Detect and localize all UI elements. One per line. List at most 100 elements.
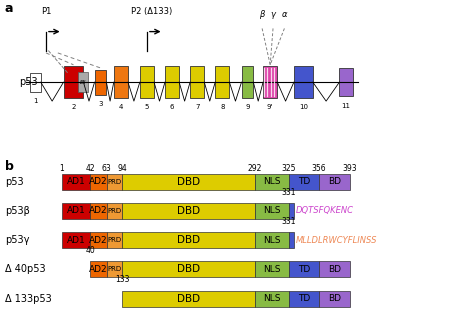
Bar: [90, 174, 107, 190]
Bar: [122, 203, 255, 219]
Text: p53: p53: [19, 77, 37, 87]
Text: 9': 9': [267, 104, 273, 110]
Bar: [289, 291, 319, 307]
Text: 3: 3: [98, 101, 103, 107]
Text: NLS: NLS: [264, 177, 281, 186]
Text: 393: 393: [343, 164, 357, 173]
Bar: [122, 232, 255, 248]
Text: AD2: AD2: [89, 265, 108, 274]
Bar: [94, 70, 106, 95]
Text: DBD: DBD: [177, 177, 200, 187]
Bar: [62, 232, 90, 248]
Bar: [255, 203, 289, 219]
Text: DBD: DBD: [177, 294, 200, 304]
Text: 7: 7: [195, 104, 200, 110]
Text: AD2: AD2: [89, 206, 108, 216]
Text: 10: 10: [299, 104, 308, 110]
Text: PRD: PRD: [108, 266, 121, 272]
Bar: [107, 232, 122, 248]
Bar: [289, 232, 294, 248]
Text: 9: 9: [245, 104, 250, 110]
Text: 1: 1: [33, 98, 38, 104]
Text: TD: TD: [298, 177, 310, 186]
Text: AD1: AD1: [66, 236, 85, 245]
Text: PRD: PRD: [108, 179, 121, 185]
Bar: [255, 291, 289, 307]
Text: NLS: NLS: [264, 294, 281, 303]
Text: 94: 94: [118, 164, 127, 173]
Text: TD: TD: [298, 294, 310, 303]
Text: 325: 325: [282, 164, 296, 173]
Bar: [107, 174, 122, 190]
Bar: [114, 66, 128, 98]
Bar: [294, 66, 313, 98]
Bar: [62, 203, 90, 219]
Bar: [30, 73, 41, 92]
Text: α: α: [282, 10, 287, 19]
Text: DQTSFQKENC: DQTSFQKENC: [295, 206, 353, 216]
Bar: [122, 261, 255, 277]
Bar: [90, 261, 107, 277]
Bar: [242, 66, 254, 98]
Text: NLS: NLS: [264, 265, 281, 274]
Text: AD2: AD2: [89, 177, 108, 186]
Text: AD1: AD1: [66, 177, 85, 186]
Text: NLS: NLS: [264, 206, 281, 216]
Bar: [190, 66, 204, 98]
Text: p53: p53: [5, 177, 23, 187]
Text: Δ 133p53: Δ 133p53: [5, 294, 52, 304]
Bar: [319, 291, 350, 307]
Text: 331: 331: [282, 188, 296, 197]
Bar: [319, 174, 350, 190]
Text: 4: 4: [118, 104, 123, 110]
Bar: [122, 174, 255, 190]
Bar: [90, 232, 107, 248]
Text: a: a: [5, 2, 13, 15]
Text: p53β: p53β: [5, 206, 29, 216]
Bar: [140, 66, 154, 98]
Text: AD2: AD2: [89, 236, 108, 245]
Text: P2 (Δ133): P2 (Δ133): [131, 7, 173, 16]
Bar: [289, 174, 319, 190]
Text: MLLDLRWCYFLINSS: MLLDLRWCYFLINSS: [295, 236, 377, 245]
Bar: [339, 68, 353, 96]
Text: b: b: [5, 160, 14, 173]
Text: TD: TD: [298, 265, 310, 274]
Bar: [255, 232, 289, 248]
Bar: [122, 291, 255, 307]
Text: 42: 42: [85, 164, 95, 173]
Text: PRD: PRD: [108, 237, 121, 243]
Bar: [107, 261, 122, 277]
Text: 292: 292: [248, 164, 262, 173]
Text: β: β: [259, 10, 265, 19]
Text: 11: 11: [342, 103, 350, 109]
Bar: [319, 261, 350, 277]
Text: 6: 6: [170, 104, 174, 110]
Bar: [263, 66, 277, 98]
Text: 331: 331: [282, 217, 296, 226]
Text: DBD: DBD: [177, 264, 200, 274]
Text: 63: 63: [102, 164, 111, 173]
Text: DBD: DBD: [177, 235, 200, 245]
Text: NLS: NLS: [264, 236, 281, 245]
Bar: [165, 66, 179, 98]
Text: BD: BD: [328, 265, 341, 274]
Text: p53γ: p53γ: [5, 235, 29, 245]
Text: BD: BD: [328, 177, 341, 186]
Text: AD1: AD1: [66, 206, 85, 216]
Text: Δ 40p53: Δ 40p53: [5, 264, 46, 274]
Text: 1: 1: [59, 164, 64, 173]
Text: 2: 2: [71, 104, 76, 110]
Text: 40: 40: [85, 246, 95, 255]
Bar: [255, 261, 289, 277]
Text: BD: BD: [328, 294, 341, 303]
Text: γ: γ: [271, 10, 275, 19]
Bar: [78, 72, 88, 92]
Text: 8: 8: [220, 104, 225, 110]
Text: 5: 5: [145, 104, 149, 110]
Text: 356: 356: [311, 164, 326, 173]
Bar: [255, 174, 289, 190]
Bar: [62, 174, 90, 190]
Bar: [215, 66, 229, 98]
Bar: [90, 203, 107, 219]
